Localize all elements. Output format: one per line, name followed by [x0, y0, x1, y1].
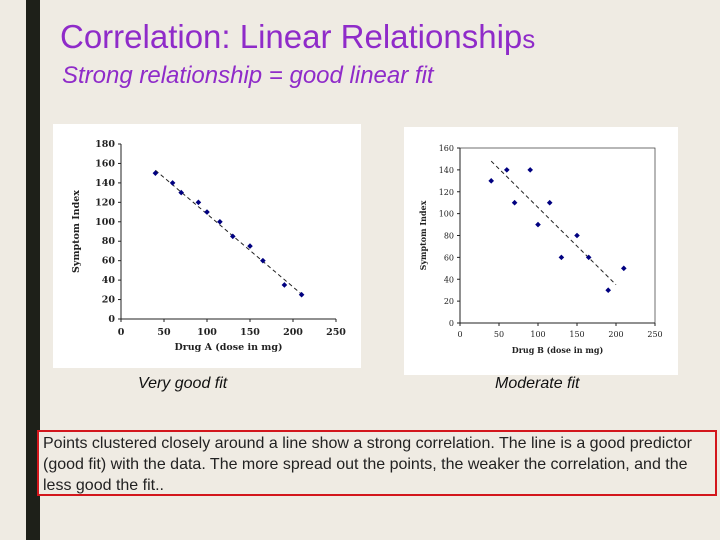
data-point — [621, 265, 627, 272]
x-axis-title: Drug B (dose in mg) — [512, 345, 604, 355]
y-tick-label: 80 — [102, 236, 116, 247]
y-tick-label: 180 — [95, 139, 115, 150]
y-axis-title: Symptom Index — [71, 190, 82, 273]
data-point — [535, 221, 541, 228]
data-point — [281, 282, 288, 288]
data-point — [195, 199, 202, 206]
y-tick-label: 40 — [102, 275, 116, 286]
y-tick-label: 140 — [95, 178, 115, 189]
y-tick-label: 60 — [102, 256, 116, 267]
y-tick-label: 100 — [95, 217, 115, 228]
data-point — [260, 257, 266, 264]
y-tick-label: 120 — [95, 197, 115, 208]
title-text: Correlation: Linear Relationship — [60, 18, 523, 55]
data-point — [546, 199, 553, 206]
x-tick-label: 100 — [530, 330, 545, 339]
x-tick-label: 0 — [118, 327, 125, 338]
y-tick-label: 0 — [108, 314, 115, 325]
y-tick-label: 140 — [439, 166, 454, 175]
slide-title: Correlation: Linear Relationships — [60, 18, 535, 56]
data-point — [605, 287, 611, 293]
x-tick-label: 200 — [608, 330, 623, 339]
x-tick-label: 50 — [494, 330, 504, 339]
data-point — [585, 254, 592, 261]
slide-subtitle: Strong relationship = good linear fit — [62, 62, 434, 89]
y-tick-label: 100 — [439, 210, 454, 219]
y-tick-label: 20 — [102, 295, 116, 306]
chart-drug-b: 0 20 40 60 80 100 120 140 160 0 50 100 150 200 250 Drug… — [404, 127, 678, 375]
y-axis-title: Symptom Index — [418, 200, 428, 270]
x-tick-label: 250 — [326, 327, 346, 338]
y-tick-label: 60 — [444, 253, 454, 262]
y-tick-label: 0 — [449, 319, 454, 328]
chart-drug-b-svg: 0 20 40 60 80 100 120 140 160 0 50 100 150 200 250 Drug… — [418, 144, 663, 355]
y-tick-label: 20 — [444, 297, 454, 306]
y-tick-label: 40 — [444, 275, 454, 284]
chart-drug-a: 0 20 40 60 80 100 120 140 160 180 0 50 100 150 200 250 D… — [53, 124, 361, 368]
x-tick-label: 100 — [197, 327, 217, 338]
data-point — [217, 218, 223, 225]
trend-line — [155, 169, 304, 297]
data-point — [574, 232, 580, 239]
explanation-note: Points clustered closely around a line s… — [37, 430, 717, 496]
y-tick-label: 80 — [444, 232, 454, 241]
x-tick-label: 250 — [647, 330, 662, 339]
y-tick-label: 160 — [439, 144, 454, 153]
x-tick-label: 150 — [240, 327, 260, 338]
y-tick-label: 120 — [439, 188, 454, 197]
moderate-fit-label: Moderate fit — [495, 375, 580, 392]
data-point — [504, 167, 510, 173]
data-point — [152, 170, 159, 176]
y-tick-label: 160 — [95, 158, 115, 169]
very-good-fit-label: Very good fit — [138, 375, 228, 392]
data-point — [169, 180, 176, 186]
data-point — [247, 243, 253, 249]
data-point — [511, 199, 518, 206]
x-tick-label: 50 — [157, 327, 171, 338]
x-tick-label: 150 — [569, 330, 584, 339]
data-point — [204, 209, 210, 215]
data-point — [230, 233, 236, 240]
chart-drug-a-svg: 0 20 40 60 80 100 120 140 160 180 0 50 100 150 200 250 D… — [71, 139, 346, 353]
data-point — [298, 291, 305, 298]
x-tick-label: 200 — [283, 327, 303, 338]
x-axis-title: Drug A (dose in mg) — [175, 342, 283, 353]
trend-line — [490, 160, 617, 286]
left-accent-bar — [26, 0, 40, 540]
x-tick-label: 0 — [457, 330, 462, 339]
data-point — [558, 254, 565, 261]
title-suffix: s — [522, 24, 536, 54]
data-point — [488, 178, 494, 184]
data-point — [527, 167, 533, 173]
plot-area-frame — [459, 147, 656, 324]
